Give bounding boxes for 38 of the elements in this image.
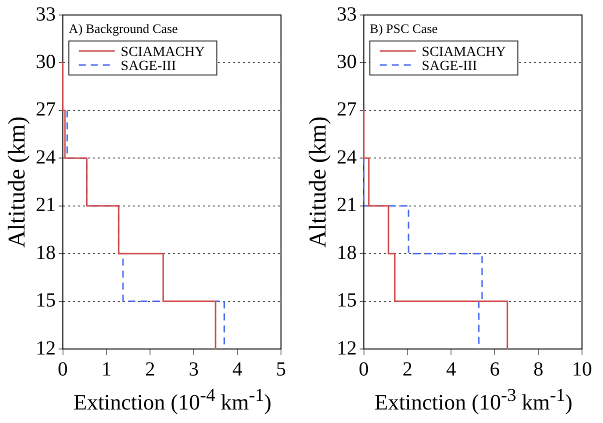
x-tick-label: 10 [572,358,592,380]
y-tick-label: 15 [336,290,357,312]
x-tick-label: 5 [276,358,286,380]
x-tick-label: 1 [101,358,112,380]
x-tick-label: 2 [402,358,412,380]
x-tick-label: 0 [58,358,68,380]
y-tick-label: 21 [36,194,56,216]
y-tick-label: 15 [36,290,56,312]
y-tick-label: 12 [36,337,56,360]
y-tick-label: 18 [336,242,357,264]
y-tick-label: 24 [36,146,56,168]
x-tick-label: 0 [358,358,369,380]
legend-label: SCIAMACHY [422,45,506,60]
text: B) PSC Case [370,21,438,36]
y-tick-label: 21 [336,194,357,216]
legend-label: SAGE-III [422,59,478,74]
y-tick-label: 33 [36,3,56,26]
y-tick-label: 30 [336,50,357,73]
x-axis-title: Extinction (10$^{-4}$ km$^{-1}$) [72,385,272,416]
y-tick-label: 30 [36,50,56,73]
x-tick-label: 8 [533,358,544,380]
y-tick-label: 24 [336,146,357,168]
y-tick-label: 18 [36,242,56,264]
y-tick-label: 33 [336,3,357,26]
y-tick-label: 27 [336,98,357,121]
y-tick-label: 27 [36,98,56,121]
x-axis-title: Extinction (10$^{-3}$ km$^{-1}$) [374,385,574,416]
x-tick-label: 3 [188,358,199,380]
x-tick-label: 4 [232,358,242,380]
x-tick-label: 2 [145,358,156,380]
text: A) Background Case [68,21,178,36]
x-tick-label: 6 [490,358,500,380]
legend-label: SAGE-III [120,59,176,74]
y-tick-label: 12 [336,337,357,360]
y-axis-title: Altitude (km) [4,116,31,248]
y-axis-title: Altitude (km) [306,116,332,248]
legend-label: SCIAMACHY [120,45,205,60]
x-tick-label: 4 [446,358,456,380]
